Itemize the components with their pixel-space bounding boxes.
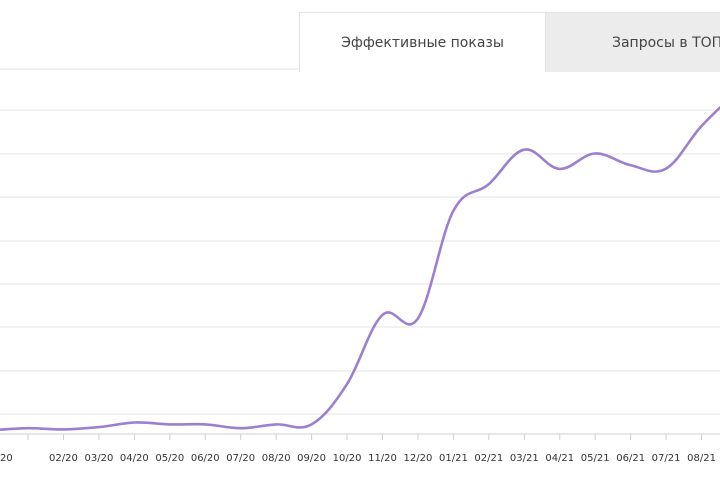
x-tick-label: 02/21 [474,453,503,464]
x-tick-label: 03/20 [84,453,113,464]
tab-effective-impressions[interactable]: Эффективные показы [299,12,546,72]
x-tick-label: 20 [0,453,13,464]
x-tick-label: 12/20 [404,453,433,464]
x-tick-label: 06/21 [616,453,645,464]
x-tick-label: 08/21 [687,453,716,464]
x-tick-label: 05/21 [581,453,610,464]
x-tick-label: 11/20 [368,453,397,464]
series-line [0,105,720,432]
x-tick-label: 02/20 [49,453,78,464]
x-axis [0,433,720,440]
x-tick-label: 07/20 [226,453,255,464]
x-tick-label: 04/20 [120,453,149,464]
gridlines [0,68,720,415]
x-tick-label: 05/20 [155,453,184,464]
x-tick-label: 03/21 [510,453,539,464]
x-axis-tick-labels: 20 02/20 03/20 04/20 05/20 06/20 07/20 08/20 09/… [0,453,716,464]
x-tick-label: 07/21 [652,453,681,464]
x-tick-label: 04/21 [545,453,574,464]
x-tick-label: 09/20 [297,453,326,464]
x-tick-label: 10/20 [333,453,362,464]
x-tick-label: 08/20 [262,453,291,464]
metric-tabs: Эффективные показы Запросы в ТОП [299,12,720,72]
x-tick-label: 06/20 [191,453,220,464]
x-tick-label: 01/21 [439,453,468,464]
tab-top-queries[interactable]: Запросы в ТОП [546,12,720,72]
